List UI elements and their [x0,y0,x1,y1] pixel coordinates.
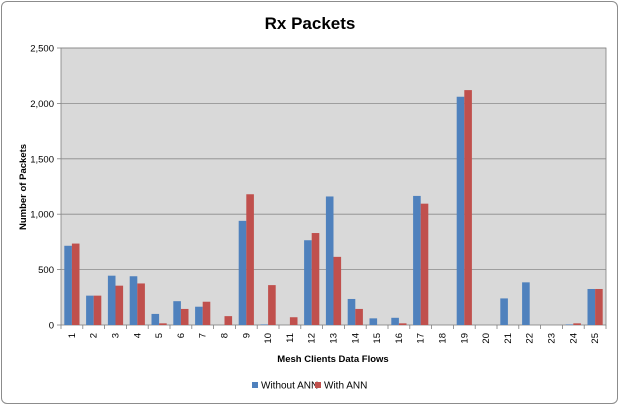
bar-with-ann-14 [355,308,363,325]
bar-without-ann-16 [391,317,399,325]
bar-without-ann-3 [107,275,116,325]
bar-without-ann-7 [195,306,203,325]
y-axis-ticks: 0 500 1,000 1,500 2,000 2,500 [30,44,61,332]
x-tick-label: 17 [416,333,427,344]
bar-without-ann-21 [500,298,508,325]
x-tick-label: 4 [132,333,143,338]
legend-swatch [252,382,258,388]
x-tick-label: 24 [568,333,579,344]
bar-with-ann-16 [398,323,407,325]
x-tick-label: 8 [220,333,231,338]
bar-with-ann-8 [224,316,233,325]
bar-without-ann-15 [369,318,378,325]
bar-with-ann-7 [202,301,211,325]
x-tick-label: 6 [176,333,187,338]
bar-with-ann-12 [311,233,320,325]
x-tick-label: 21 [503,333,514,344]
y-tick-label: 1,000 [30,210,54,221]
bar-without-ann-13 [325,196,334,325]
x-tick-label: 9 [241,333,252,338]
x-tick-label: 18 [438,333,449,344]
x-tick-label: 10 [263,333,274,344]
bar-without-ann-19 [456,96,465,325]
x-tick-label: 1 [67,333,78,338]
y-tick-label: 2,000 [30,99,54,110]
x-tick-label: 25 [590,333,601,344]
bar-without-ann-2 [86,295,94,325]
bar-without-ann-25 [587,288,596,325]
bar-with-ann-3 [115,285,124,325]
bar-with-ann-19 [464,90,472,325]
x-tick-label: 14 [350,333,361,344]
x-tick-label: 22 [525,333,536,344]
bar-with-ann-17 [420,203,429,325]
bar-without-ann-12 [304,240,312,325]
legend-label: With ANN [324,381,367,392]
bar-without-ann-5 [151,313,160,325]
legend-swatch [315,382,321,388]
bar-with-ann-4 [137,283,145,325]
x-tick-label: 3 [111,333,122,338]
bar-without-ann-9 [238,220,247,325]
bar-without-ann-14 [347,298,356,325]
x-tick-label: 16 [394,333,405,344]
bar-without-ann-10 [260,324,269,325]
x-axis-title: Mesh Clients Data Flows [277,354,388,365]
x-tick-label: 19 [459,333,470,344]
x-tick-label: 5 [154,333,165,338]
y-tick-label: 2,500 [30,44,54,55]
bar-with-ann-5 [159,323,167,325]
y-tick-label: 0 [49,321,54,332]
bar-with-ann-10 [268,285,276,325]
bar-with-ann-6 [180,308,189,325]
x-tick-label: 20 [481,333,492,344]
plot-area [60,47,607,326]
legend-label: Without ANN [261,381,318,392]
x-tick-label: 13 [329,333,340,344]
y-axis-title: Number of Packets [18,144,29,230]
bar-with-ann-1 [71,243,80,325]
bar-without-ann-4 [129,276,138,325]
bar-without-ann-1 [64,245,72,325]
x-tick-label: 23 [547,333,558,344]
bar-with-ann-2 [93,295,102,325]
bar-with-ann-9 [246,194,254,325]
legend: Without ANN With ANN [252,381,367,392]
x-tick-label: 12 [307,333,318,344]
bar-without-ann-22 [522,282,530,325]
chart-title: Rx Packets [265,14,356,33]
y-tick-label: 1,500 [30,154,54,165]
bar-with-ann-25 [595,288,603,325]
bar-with-ann-13 [333,256,342,325]
x-axis-ticks: 1 2 3 4 5 6 7 8 9 10 11 12 13 14 15 16 17 18 19 20 21 22 23 24 2… [60,325,607,344]
bar-without-ann-17 [413,195,421,325]
x-tick-label: 15 [372,333,383,344]
bar-without-ann-6 [173,301,181,325]
x-tick-label: 2 [89,333,100,338]
y-tick-label: 500 [38,265,54,276]
x-tick-label: 7 [198,333,209,338]
x-tick-label: 11 [285,333,296,343]
bar-without-ann-24 [565,324,574,325]
bar-with-ann-11 [289,317,298,325]
bar-with-ann-24 [573,323,581,325]
